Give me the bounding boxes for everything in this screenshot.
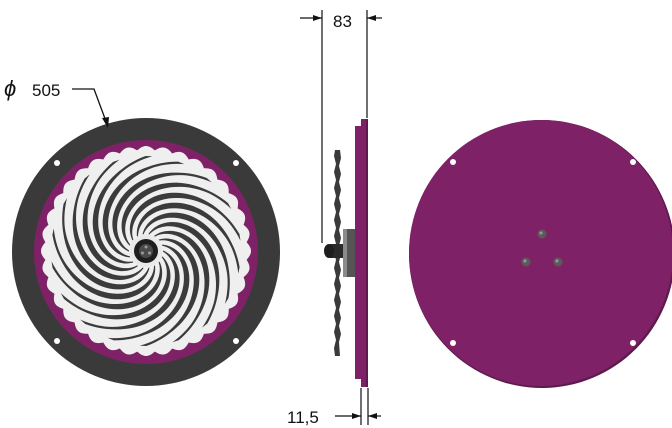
side-hub-cap [324, 244, 334, 258]
spiral-arm [92, 156, 153, 264]
side-spacer [355, 126, 361, 379]
side-view [324, 119, 368, 387]
mount-hole [233, 338, 239, 344]
hub-pin [148, 251, 151, 255]
center-bolt-highlight [539, 231, 543, 235]
spiral-arm [136, 202, 240, 274]
spiral-arms [51, 156, 241, 346]
back-mount-hole [630, 159, 636, 165]
spiral-arm [62, 198, 150, 290]
thickness-label: 11,5 [287, 408, 319, 427]
mount-hole [233, 160, 239, 166]
back-mount-hole [630, 340, 636, 346]
side-plate-edge [366, 119, 368, 387]
diameter-arrow [102, 117, 109, 128]
depth-arrow-left [313, 15, 322, 21]
thickness-arrow-right [368, 413, 377, 419]
spiral-arm [107, 244, 190, 341]
spiral-arm [102, 161, 185, 258]
diameter-dimension: ϕ 505 [4, 76, 109, 128]
diameter-label: 505 [32, 81, 60, 100]
mount-hole [54, 160, 60, 166]
spiral-arm [139, 238, 200, 346]
back-view [409, 120, 672, 388]
back-plate [409, 120, 672, 386]
mount-hole [54, 338, 60, 344]
hub-pin [141, 251, 144, 255]
depth-dimension [300, 10, 382, 243]
back-mount-hole [450, 159, 456, 165]
spiral-arm [52, 228, 156, 300]
hub-pin [144, 245, 148, 249]
back-mount-hole [450, 340, 456, 346]
spiral-arm [142, 212, 230, 304]
depth-arrow-right [367, 15, 376, 21]
center-bolt-highlight [523, 259, 527, 263]
diameter-leader [72, 88, 108, 125]
side-plate [361, 119, 368, 387]
depth-label: 83 [333, 12, 352, 31]
diameter-symbol: ϕ [4, 76, 16, 101]
thickness-arrow-left [352, 413, 361, 419]
front-view [12, 118, 280, 386]
center-bolt-highlight [555, 259, 559, 263]
side-motor-shade [343, 229, 347, 277]
thickness-dimension [335, 388, 381, 425]
